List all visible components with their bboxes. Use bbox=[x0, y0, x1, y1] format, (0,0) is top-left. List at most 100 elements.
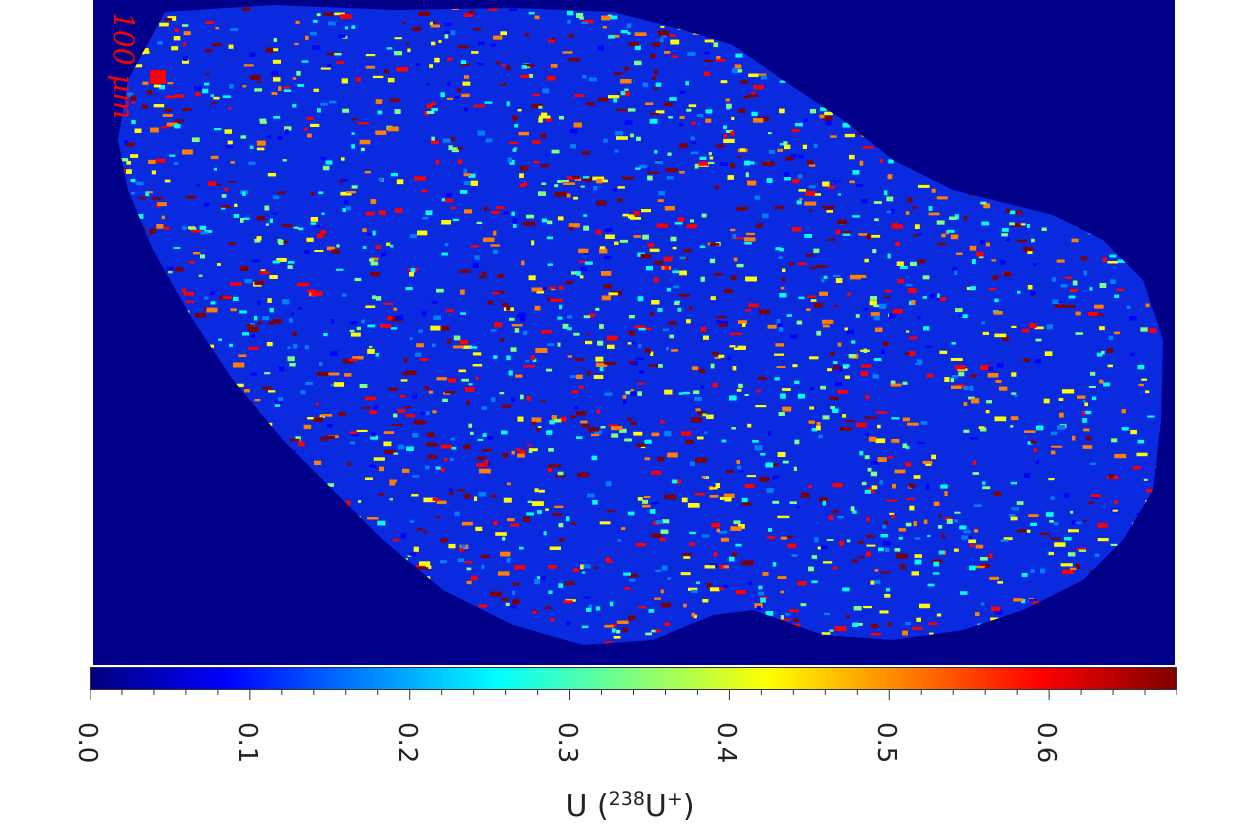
heatmap-pixel bbox=[224, 187, 229, 192]
heatmap-pixel bbox=[1103, 582, 1111, 587]
heatmap-pixel bbox=[1165, 201, 1173, 204]
heatmap-pixel bbox=[559, 304, 563, 310]
heatmap-pixel bbox=[1082, 211, 1090, 216]
heatmap-pixel bbox=[321, 212, 325, 215]
heatmap-pixel bbox=[911, 33, 919, 39]
heatmap-pixel bbox=[709, 495, 719, 498]
heatmap-pixel bbox=[669, 34, 676, 37]
heatmap-pixel bbox=[811, 41, 815, 46]
heatmap-pixel bbox=[993, 98, 1002, 103]
heatmap-pixel bbox=[725, 98, 730, 102]
heatmap-pixel bbox=[126, 161, 131, 165]
heatmap-pixel bbox=[1151, 506, 1155, 510]
heatmap-pixel bbox=[1158, 15, 1163, 21]
heatmap-pixel bbox=[509, 605, 517, 609]
heatmap-pixel bbox=[733, 257, 738, 262]
heatmap-pixel bbox=[375, 245, 381, 249]
heatmap-pixel bbox=[355, 77, 361, 82]
heatmap-pixel bbox=[949, 647, 953, 651]
heatmap-pixel bbox=[716, 528, 720, 533]
heatmap-pixel bbox=[446, 193, 453, 198]
heatmap-pixel bbox=[894, 548, 901, 552]
heatmap-pixel bbox=[320, 67, 331, 70]
heatmap-pixel bbox=[228, 181, 235, 183]
heatmap-pixel bbox=[914, 559, 922, 565]
heatmap-pixel bbox=[732, 7, 740, 11]
heatmap-pixel bbox=[1016, 239, 1027, 243]
heatmap-pixel bbox=[865, 65, 873, 70]
heatmap-pixel bbox=[777, 515, 790, 519]
heatmap-pixel bbox=[265, 223, 269, 226]
heatmap-pixel bbox=[469, 346, 478, 349]
heatmap-pixel bbox=[249, 639, 255, 643]
heatmap-pixel bbox=[1014, 193, 1022, 196]
heatmap-pixel bbox=[741, 497, 748, 503]
heatmap-pixel bbox=[345, 206, 351, 211]
heatmap-pixel bbox=[388, 631, 395, 637]
heatmap-pixel bbox=[429, 64, 433, 68]
heatmap-pixel bbox=[844, 133, 855, 138]
heatmap-pixel bbox=[168, 268, 173, 274]
heatmap-pixel bbox=[1045, 157, 1053, 160]
heatmap-pixel bbox=[273, 491, 279, 495]
heatmap-pixel bbox=[1034, 24, 1041, 28]
heatmap-pixel bbox=[121, 319, 128, 323]
heatmap-pixel bbox=[228, 242, 236, 245]
heatmap-pixel bbox=[933, 501, 940, 506]
heatmap-pixel bbox=[1044, 351, 1053, 356]
heatmap-pixel bbox=[257, 321, 262, 325]
heatmap-pixel bbox=[923, 637, 931, 641]
heatmap-pixel bbox=[698, 369, 706, 373]
heatmap-pixel bbox=[526, 214, 535, 219]
heatmap-pixel bbox=[412, 433, 419, 438]
heatmap-pixel bbox=[256, 147, 265, 151]
heatmap-pixel bbox=[1140, 197, 1147, 200]
heatmap-pixel bbox=[554, 184, 559, 188]
heatmap-pixel bbox=[630, 391, 638, 396]
heatmap-pixel bbox=[206, 307, 218, 313]
heatmap-pixel bbox=[145, 191, 150, 197]
heatmap-pixel bbox=[954, 365, 966, 370]
heatmap-pixel bbox=[151, 305, 160, 310]
heatmap-pixel bbox=[737, 69, 743, 73]
heatmap-pixel bbox=[182, 24, 189, 27]
heatmap-pixel bbox=[994, 298, 999, 303]
heatmap-pixel bbox=[551, 37, 555, 40]
heatmap-pixel bbox=[358, 500, 362, 503]
heatmap-pixel bbox=[899, 46, 905, 50]
heatmap-pixel bbox=[1034, 359, 1042, 364]
heatmap-pixel bbox=[431, 101, 436, 105]
heatmap-pixel bbox=[220, 205, 231, 208]
heatmap-pixel bbox=[185, 528, 190, 532]
heatmap-pixel bbox=[182, 226, 187, 230]
heatmap-pixel bbox=[302, 546, 309, 549]
heatmap-pixel bbox=[195, 312, 206, 318]
heatmap-pixel bbox=[936, 220, 945, 225]
heatmap-pixel bbox=[870, 37, 881, 41]
heatmap-pixel bbox=[154, 490, 161, 495]
heatmap-pixel bbox=[1088, 52, 1095, 55]
heatmap-pixel bbox=[876, 411, 888, 414]
heatmap-pixel bbox=[914, 554, 922, 558]
heatmap-pixel bbox=[987, 373, 999, 378]
heatmap-pixel bbox=[971, 398, 980, 404]
heatmap-pixel bbox=[762, 39, 766, 42]
heatmap-pixel bbox=[294, 461, 302, 466]
heatmap-pixel bbox=[844, 327, 848, 331]
heatmap-pixel bbox=[404, 406, 411, 409]
heatmap-pixel bbox=[1111, 34, 1118, 40]
heatmap-pixel bbox=[292, 450, 296, 453]
heatmap-pixel bbox=[370, 199, 377, 204]
heatmap-pixel bbox=[543, 531, 547, 536]
heatmap-pixel bbox=[988, 138, 994, 142]
heatmap-pixel bbox=[704, 476, 709, 479]
heatmap-pixel bbox=[794, 70, 800, 74]
heatmap-pixel bbox=[870, 461, 879, 465]
heatmap-pixel bbox=[679, 171, 685, 174]
heatmap-pixel bbox=[443, 610, 448, 615]
heatmap-pixel bbox=[583, 564, 591, 569]
heatmap-pixel bbox=[1014, 193, 1022, 196]
heatmap-pixel bbox=[731, 116, 735, 120]
heatmap-pixel bbox=[132, 237, 137, 240]
heatmap-pixel bbox=[140, 478, 146, 483]
